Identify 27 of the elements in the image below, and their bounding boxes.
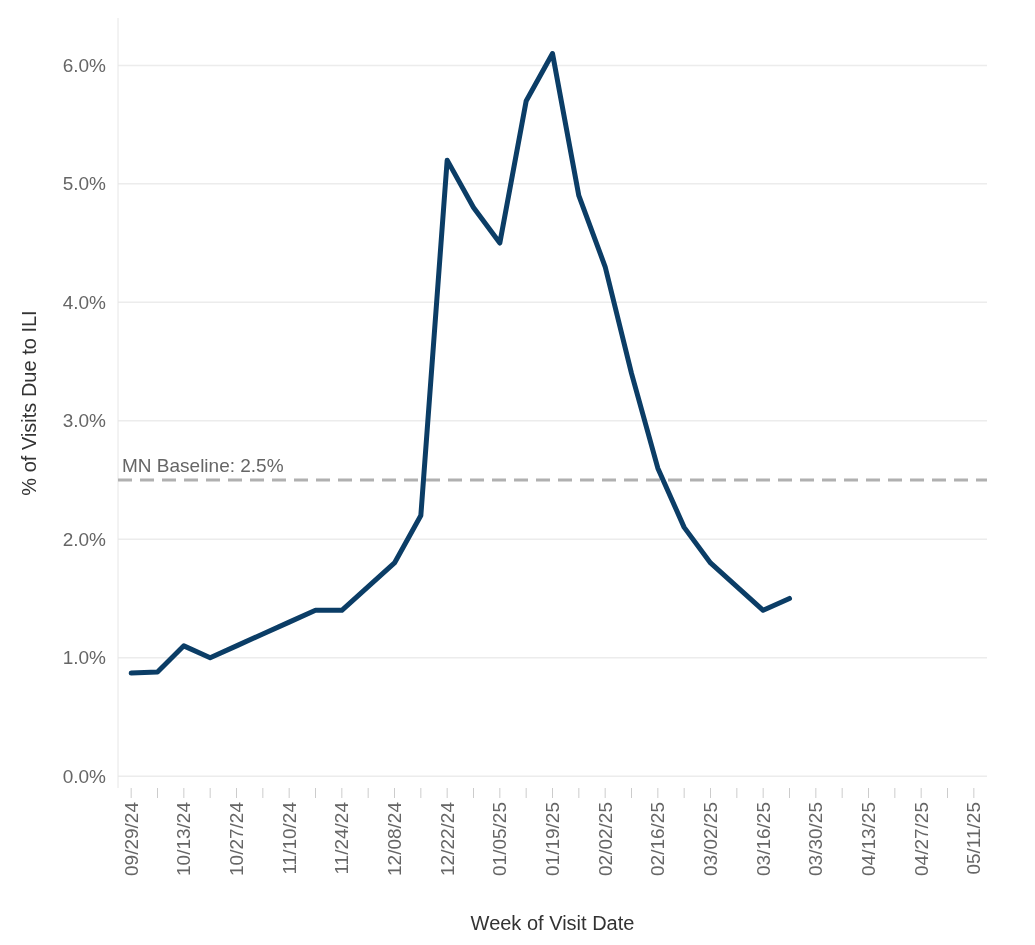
y-tick-label: 1.0% bbox=[62, 647, 107, 669]
x-tick-label: 11/10/24 bbox=[278, 801, 300, 875]
y-tick-label: 0.0% bbox=[62, 765, 107, 787]
y-axis-title: % of Visits Due to ILI bbox=[18, 310, 40, 496]
y-tick-label: 4.0% bbox=[62, 291, 107, 313]
x-axis-title: Week of Visit Date bbox=[470, 912, 635, 934]
y-tick-label: 2.0% bbox=[62, 528, 107, 550]
x-tick-label: 11/24/24 bbox=[331, 801, 353, 875]
x-tick-label: 05/11/25 bbox=[963, 802, 985, 875]
x-tick-label: 04/13/25 bbox=[858, 802, 880, 876]
x-tick-label: 12/22/24 bbox=[436, 801, 458, 876]
x-tick-label: 10/13/24 bbox=[173, 801, 195, 876]
x-tick-label: 02/02/25 bbox=[594, 802, 616, 876]
x-tick-label: 12/08/24 bbox=[384, 801, 406, 876]
y-tick-label: 6.0% bbox=[62, 55, 107, 77]
ref-line-label: MN Baseline: 2.5% bbox=[122, 455, 284, 476]
x-tick-label: 09/29/24 bbox=[120, 801, 142, 876]
x-tick-label: 03/16/25 bbox=[752, 802, 774, 876]
x-tick-label: 03/30/25 bbox=[805, 802, 827, 876]
x-tick-label: 01/05/25 bbox=[489, 802, 511, 876]
x-tick-label: 04/27/25 bbox=[910, 802, 932, 876]
y-tick-label: 3.0% bbox=[62, 410, 107, 432]
x-tick-label: 10/27/24 bbox=[226, 801, 248, 876]
x-tick-label: 01/19/25 bbox=[542, 802, 564, 876]
x-tick-label: 03/02/25 bbox=[700, 802, 722, 876]
x-tick-label: 02/16/25 bbox=[647, 802, 669, 876]
y-tick-label: 5.0% bbox=[62, 173, 107, 195]
